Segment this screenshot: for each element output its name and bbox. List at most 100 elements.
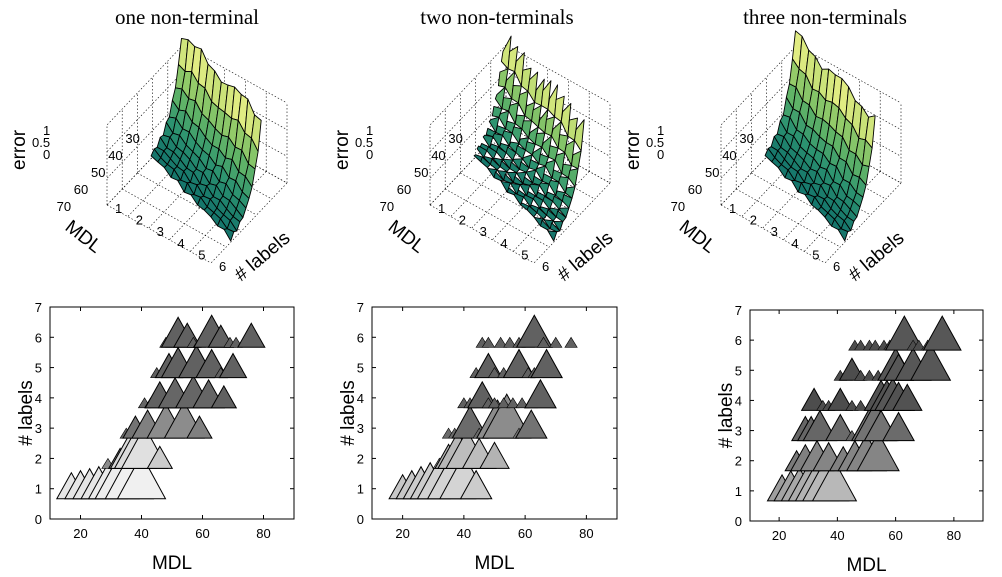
triangle-marker [503,336,517,348]
panel-title: three non-terminals [743,5,907,29]
y-axis-label: # labels [338,380,359,446]
x-tick-label: 60 [195,526,209,541]
y-tick-label: 4 [177,236,184,251]
triangle-marker [506,397,520,409]
triangle-marker [186,415,213,439]
grid-line [182,44,288,104]
grid-line [122,188,227,248]
x-axis-label: MDL [384,216,429,257]
y-tick-label: 4 [35,391,42,406]
z-tick-label: 0 [657,147,664,162]
y-tick-label: 3 [157,224,164,239]
y-tick-label: 2 [136,213,143,228]
x-tick-label: 50 [414,165,428,180]
x-tick-label: 70 [671,199,685,214]
grid-line [429,71,507,152]
y-tick-label: 5 [198,247,205,262]
triangle-marker [802,409,838,442]
grid-line [106,44,184,126]
triangle-marker [487,397,502,409]
y-tick-label: 4 [791,236,798,251]
z-tick-label: 0.5 [32,135,50,150]
x-tick-label: 50 [705,165,719,180]
scatter-panel-1: 0 1 2 3 4 5 6 7 20 40 60 80 MDL # labels [16,300,295,574]
triangle-marker [868,339,882,351]
y-tick-label: 1 [735,484,742,499]
triangle-marker [845,399,859,411]
x-tick-label: 30 [448,131,462,146]
triangle-marker [882,411,915,442]
y-tick-label: 1 [35,482,42,497]
triangle-marker [514,409,548,439]
y-tick-label: 2 [750,213,757,228]
x-axis-label: MDL [846,555,886,576]
triangle-marker [912,339,926,351]
grid-line [429,204,535,264]
x-tick-label: 40 [457,526,471,541]
triangle-marker [218,352,248,379]
triangle-marker [481,336,496,348]
x-tick-label: 40 [830,528,844,543]
grid-line [445,188,550,248]
x-tick-label: 20 [73,526,87,541]
z-axis-label: error [332,129,353,170]
triangle-marker [523,378,557,409]
y-tick-label: 1 [115,201,122,216]
surface-facet [567,168,579,188]
grid-line [210,182,288,264]
y-tick-label: 5 [735,363,742,378]
y-tick-label: 5 [521,247,528,262]
z-axis-label: error [623,129,644,170]
x-tick-label: 30 [125,131,139,146]
triangle-marker [564,336,578,348]
x-tick-label: 70 [57,199,71,214]
y-tick-label: 7 [357,300,364,315]
y-tick-label: 0 [735,514,742,529]
triangle-marker [856,431,900,472]
grid-line [429,44,507,126]
y-tick-label: 6 [735,333,742,348]
x-axis-label: MDL [152,553,192,574]
y-tick-label: 1 [357,482,364,497]
grid-line [803,171,881,252]
scatter-panel-3: 0 1 2 3 4 5 6 7 20 40 60 80 MDL # labels [716,303,984,576]
triangle-marker [862,369,877,381]
z-axis-label: error [9,129,30,170]
y-tick-label: 6 [833,259,840,274]
y-tick-label: 0 [35,512,42,527]
panel-title: two non-terminals [420,5,573,29]
x-tick-label: 20 [395,526,409,541]
y-tick-label: 7 [735,303,742,318]
y-axis-label: # labels [845,228,909,286]
grid-line [106,204,212,264]
y-tick-label: 3 [735,424,742,439]
grid-line [533,182,611,264]
x-tick-label: 60 [888,528,902,543]
triangle-marker [146,445,174,469]
y-tick-label: 3 [480,224,487,239]
grid-line [106,71,184,152]
y-tick-label: 1 [438,201,445,216]
y-tick-label: 3 [357,421,364,436]
triangle-marker [479,441,510,469]
grid-line [720,44,798,126]
x-tick-label: 60 [688,182,702,197]
grid-line [796,44,902,104]
y-tick-label: 6 [357,330,364,345]
x-tick-label: 60 [74,182,88,197]
triangle-marker [891,383,923,411]
triangle-marker [824,413,856,442]
triangle-marker [536,336,551,348]
y-tick-label: 4 [357,391,364,406]
z-tick-label: 1 [366,123,373,138]
triangle-marker [116,453,167,500]
grid-line [505,44,611,104]
triangle-marker [922,315,962,351]
x-axis-label: MDL [474,553,514,574]
y-tick-label: 5 [812,247,819,262]
triangle-marker [909,343,952,381]
grid-line [720,71,798,152]
grid-line [189,171,267,252]
